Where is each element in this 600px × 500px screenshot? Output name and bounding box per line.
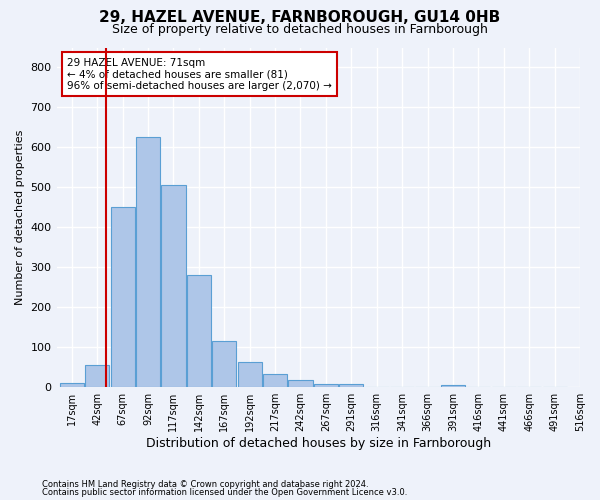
Bar [136, 138, 160, 387]
Bar [263, 374, 287, 387]
Bar [161, 186, 185, 387]
Bar [187, 276, 211, 387]
Text: Size of property relative to detached houses in Farnborough: Size of property relative to detached ho… [112, 22, 488, 36]
Bar [212, 341, 236, 387]
Bar [314, 384, 338, 387]
Bar [110, 208, 134, 387]
Text: Contains public sector information licensed under the Open Government Licence v3: Contains public sector information licen… [42, 488, 407, 497]
Bar [60, 383, 84, 387]
Bar [441, 385, 465, 387]
Y-axis label: Number of detached properties: Number of detached properties [15, 130, 25, 305]
Text: 29, HAZEL AVENUE, FARNBOROUGH, GU14 0HB: 29, HAZEL AVENUE, FARNBOROUGH, GU14 0HB [100, 10, 500, 25]
Bar [289, 380, 313, 387]
Text: Contains HM Land Registry data © Crown copyright and database right 2024.: Contains HM Land Registry data © Crown c… [42, 480, 368, 489]
Bar [238, 362, 262, 387]
Text: 29 HAZEL AVENUE: 71sqm
← 4% of detached houses are smaller (81)
96% of semi-deta: 29 HAZEL AVENUE: 71sqm ← 4% of detached … [67, 58, 332, 91]
Bar [339, 384, 364, 387]
X-axis label: Distribution of detached houses by size in Farnborough: Distribution of detached houses by size … [146, 437, 491, 450]
Bar [85, 365, 109, 387]
